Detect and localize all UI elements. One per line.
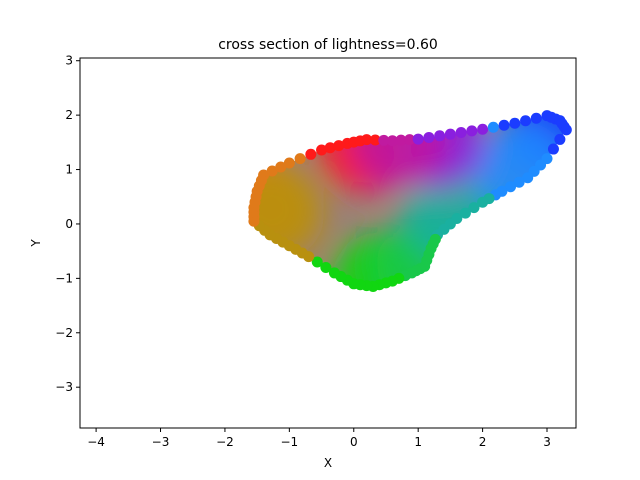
data-point	[505, 181, 517, 193]
data-point	[522, 172, 534, 184]
data-point	[412, 133, 424, 145]
x-axis: −4 −3 −2 −1 0 1 2 3	[87, 428, 551, 449]
y-tick-label: −3	[55, 380, 73, 394]
x-tick-label: 3	[543, 435, 551, 449]
data-point	[369, 134, 381, 146]
x-tick-label: 0	[350, 435, 358, 449]
hue-anchor	[253, 165, 325, 262]
data-point	[378, 134, 390, 146]
x-tick-label: −3	[152, 435, 170, 449]
data-point	[395, 134, 407, 146]
data-point	[520, 115, 532, 127]
data-point	[333, 140, 345, 152]
chart-title: cross section of lightness=0.60	[218, 37, 438, 53]
data-point	[509, 117, 521, 129]
data-point	[459, 207, 471, 219]
data-point	[311, 256, 323, 268]
y-tick-label: −1	[55, 271, 73, 285]
data-point	[444, 128, 456, 140]
data-point	[477, 123, 489, 135]
data-point	[554, 133, 566, 145]
data-point	[266, 165, 278, 177]
x-tick-label: −4	[87, 435, 105, 449]
data-point	[434, 130, 446, 142]
x-tick-label: −1	[280, 435, 298, 449]
data-point	[275, 161, 287, 173]
y-axis: −3 −2 −1 0 1 2 3	[55, 54, 80, 394]
data-point	[530, 112, 542, 124]
data-point	[386, 135, 398, 147]
data-point	[547, 143, 559, 155]
data-point	[324, 142, 336, 154]
plot-frame	[79, 57, 577, 429]
data-point	[513, 176, 525, 188]
y-tick-label: −2	[55, 326, 73, 340]
x-tick-label: 2	[479, 435, 487, 449]
data-point	[487, 121, 499, 133]
data-point	[294, 153, 306, 165]
data-point	[466, 125, 478, 137]
data-point	[477, 196, 489, 208]
y-axis-label: Y	[29, 239, 43, 248]
data-point	[328, 267, 340, 279]
x-tick-label: −2	[216, 435, 234, 449]
data-point	[404, 134, 416, 146]
x-axis-label: X	[324, 456, 332, 470]
data-point	[468, 202, 480, 214]
data-point	[560, 124, 572, 136]
data-point	[455, 127, 467, 139]
data-point	[361, 134, 373, 146]
x-tick-label: 1	[414, 435, 422, 449]
y-tick-label: 0	[65, 217, 73, 231]
data-point	[255, 174, 267, 186]
data-point	[498, 119, 510, 131]
y-tick-label: 3	[65, 54, 73, 68]
y-tick-label: 2	[65, 108, 73, 122]
data-point	[320, 261, 332, 273]
data-point	[316, 144, 328, 156]
y-tick-label: 1	[65, 163, 73, 177]
data-point	[283, 157, 295, 169]
data-point	[423, 131, 435, 143]
data-point	[305, 148, 317, 160]
